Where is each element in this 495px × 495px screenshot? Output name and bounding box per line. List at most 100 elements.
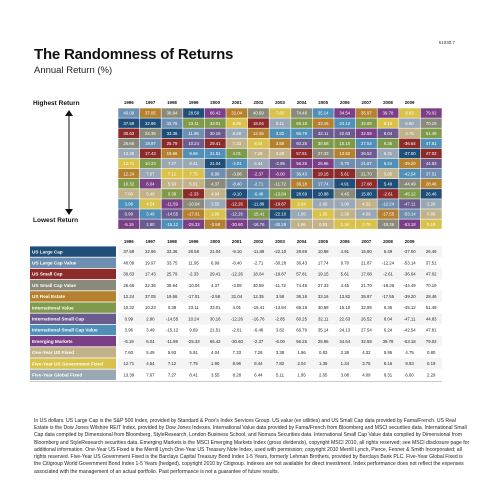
- ranked-cell: [334, 219, 356, 229]
- table-cell-value: 36.18: [296, 294, 307, 299]
- ranked-cell-value: -37.00: [404, 151, 417, 156]
- ranked-cell-value: 29.41: [210, 141, 221, 146]
- ranked-cell: [355, 199, 377, 209]
- ranked-cell-value: 13.82: [339, 151, 350, 156]
- table-cell-value: -9.10: [232, 249, 242, 254]
- table-cell-value: -13.84: [274, 305, 287, 310]
- ranked-cell: [204, 219, 226, 229]
- ranked-cell-value: 6.31: [384, 151, 393, 156]
- ranked-cell: [183, 138, 205, 149]
- ranked-cell-value: 10.23: [145, 161, 156, 166]
- ranked-cell-value: -44.49: [404, 181, 417, 186]
- table-cell-value: 28.58: [188, 249, 199, 254]
- ranked-cell-value: 74.48: [296, 111, 307, 116]
- ranked-cell: [355, 148, 377, 159]
- table-cell-value: 40.09: [123, 260, 134, 265]
- ranked-cell: [269, 209, 291, 219]
- ranked-cell-value: 7.27: [168, 161, 177, 166]
- ranked-cell: [269, 189, 291, 199]
- table-cell-value: 4.45: [341, 283, 350, 288]
- ranked-cell: [161, 199, 183, 209]
- ranked-cell: [226, 158, 248, 169]
- ranked-cell-value: 4.54: [146, 202, 155, 207]
- year-header: 2004: [297, 239, 307, 244]
- ranked-cell: [312, 128, 334, 138]
- ranked-cell-value: 9.70: [341, 161, 350, 166]
- ranked-cell: [399, 158, 421, 169]
- ranked-cell-value: 6.60: [405, 121, 414, 126]
- year-header: 2003: [275, 100, 285, 105]
- series-label-swatch: [30, 313, 116, 324]
- ranked-cell-value: -3.08: [232, 171, 242, 176]
- table-cell-value: 38.94: [167, 283, 178, 288]
- ranked-cell-value: 21.70: [361, 171, 372, 176]
- table-cell-value: -15.12: [166, 328, 179, 333]
- table-cell-value: 8.83: [405, 361, 414, 366]
- ranked-cell-value: -13.84: [274, 191, 287, 196]
- ranked-cell-value: 22.96: [145, 121, 156, 126]
- ranked-cell: [204, 118, 226, 128]
- ranked-cell-value: 4.01: [233, 151, 242, 156]
- table-cell-value: 36.43: [296, 260, 307, 265]
- table-cell-value: 0.38: [168, 305, 177, 310]
- page-subtitle: Annual Return (%): [34, 65, 113, 76]
- ranked-cell: [269, 118, 291, 128]
- table-cell-value: 5.61: [341, 272, 350, 277]
- table-cell-value: 26.46: [426, 249, 437, 254]
- ranked-cell: [118, 148, 140, 159]
- table-cell-value: 17.08: [361, 272, 372, 277]
- table-cell-value: 6.44: [254, 372, 263, 377]
- ranked-cell-value: 15.10: [339, 141, 350, 146]
- table-cell-value: 30.63: [123, 272, 134, 277]
- ranked-cell-value: 39.78: [383, 111, 394, 116]
- table-cell-value: 5.95: [384, 350, 393, 355]
- table-cell-value: 57.81: [296, 272, 307, 277]
- ranked-cell: [247, 138, 269, 149]
- year-header: 1999: [189, 239, 199, 244]
- ranked-cell-value: 4.37: [211, 181, 220, 186]
- series-label: International Small Cap: [32, 317, 84, 322]
- table-cell-value: -37.00: [404, 249, 417, 254]
- ranked-cell: [291, 189, 313, 199]
- year-header: 2008: [383, 100, 393, 105]
- table-cell-value: 11.95: [188, 260, 199, 265]
- year-header: 2000: [210, 100, 220, 105]
- ranked-cell-value: 3.55: [211, 202, 220, 207]
- table-cell-value: 21.04: [210, 249, 221, 254]
- series-label: International Value: [32, 305, 74, 310]
- ranked-cell: [420, 168, 442, 179]
- table-row-band: [118, 257, 442, 269]
- ranked-cell-value: 5.11: [276, 121, 285, 126]
- series-label: Five-Year US Government Fixed: [32, 361, 103, 366]
- table-cell-value: 34.54: [339, 339, 350, 344]
- table-cell-value: 21.87: [361, 260, 372, 265]
- ranked-cell-value: 32.59: [361, 131, 372, 136]
- table-cell-value: -2.33: [189, 272, 199, 277]
- table-cell-value: 4.32: [362, 350, 371, 355]
- ranked-cell: [399, 219, 421, 229]
- ranked-cell: [334, 168, 356, 179]
- ranked-cell-value: 8.04: [384, 131, 393, 136]
- ranked-cell-value: 32.89: [361, 121, 372, 126]
- table-cell-value: -12.26: [231, 316, 244, 321]
- table-cell-value: -2.37: [254, 339, 264, 344]
- table-cell-value: 47.02: [426, 272, 437, 277]
- table-cell-value: -12.26: [231, 272, 244, 277]
- ranked-cell: [399, 128, 421, 138]
- ranked-cell: [399, 189, 421, 199]
- table-cell-value: 28.69: [296, 249, 307, 254]
- ranked-cell-value: 0.83: [319, 222, 328, 227]
- ranked-cell: [355, 128, 377, 138]
- ranked-cell: [355, 118, 377, 128]
- ranked-cell-value: 21.87: [361, 161, 372, 166]
- ranked-cell-value: 18.04: [253, 121, 264, 126]
- year-header: 2009: [405, 100, 415, 105]
- ranked-cell-value: -8.40: [232, 181, 242, 186]
- table-cell-value: -11.59: [166, 339, 178, 344]
- ranked-cell: [377, 209, 399, 219]
- ranked-cell-value: 1.35: [319, 212, 328, 217]
- table-cell-value: 27.54: [361, 328, 372, 333]
- ranked-cell: [312, 108, 334, 118]
- ranked-cell: [291, 138, 313, 149]
- table-cell-value: 74.48: [296, 283, 307, 288]
